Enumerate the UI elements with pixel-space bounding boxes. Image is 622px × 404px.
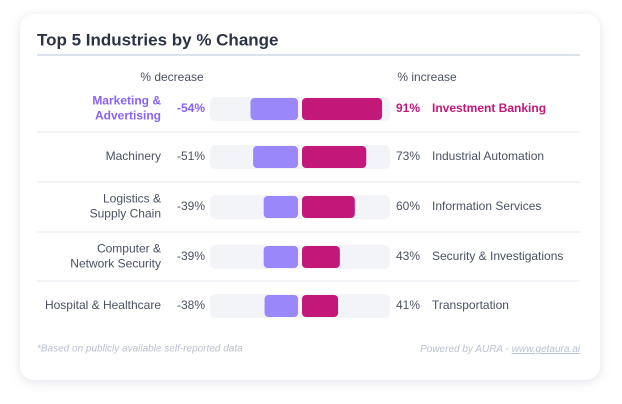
category-right: Industrial Automation: [432, 149, 544, 163]
value-label-right: 60%: [396, 199, 420, 213]
bar-decrease: [264, 295, 298, 317]
track: [210, 245, 390, 269]
value-label-left: -51%: [177, 149, 205, 163]
category-left: Logistics & Supply Chain: [90, 192, 161, 221]
category-left: Marketing & Advertising: [92, 94, 161, 123]
credit: Powered by AURA - www.getaura.ai: [420, 344, 581, 355]
legend-left: % decrease: [140, 70, 204, 84]
value-label-left: -54%: [177, 101, 205, 115]
category-right: Transportation: [432, 298, 509, 312]
bar-increase: [302, 196, 355, 218]
footnote: *Based on publicly available self-report…: [37, 344, 243, 355]
category-left: Computer & Network Security: [70, 242, 161, 271]
category-right: Security & Investigations: [432, 249, 563, 263]
value-label-right: 43%: [396, 249, 420, 263]
bar-increase: [302, 98, 383, 120]
value-label-right: 91%: [396, 101, 420, 115]
value-label-right: 41%: [396, 298, 420, 312]
value-label-right: 73%: [396, 149, 420, 163]
bar-decrease: [253, 146, 298, 168]
category-left: Machinery: [106, 149, 161, 163]
bar-increase: [302, 146, 367, 168]
credit-text: Powered by AURA -: [420, 344, 509, 355]
bar-increase: [302, 246, 340, 268]
category-left: Hospital & Healthcare: [45, 298, 161, 312]
value-label-left: -39%: [177, 249, 205, 263]
category-right: Information Services: [432, 199, 541, 213]
credit-link[interactable]: www.getaura.ai: [512, 344, 581, 355]
bar-decrease: [263, 246, 298, 268]
value-label-left: -39%: [177, 199, 205, 213]
bar-increase: [302, 295, 339, 317]
legend-right: % increase: [397, 70, 457, 84]
bar-decrease: [263, 196, 298, 218]
value-label-left: -38%: [177, 298, 205, 312]
bar-decrease: [250, 98, 298, 120]
chart-title: Top 5 Industries by % Change: [37, 30, 279, 49]
category-right: Investment Banking: [432, 101, 546, 115]
track: [210, 294, 390, 318]
track: [210, 195, 390, 219]
